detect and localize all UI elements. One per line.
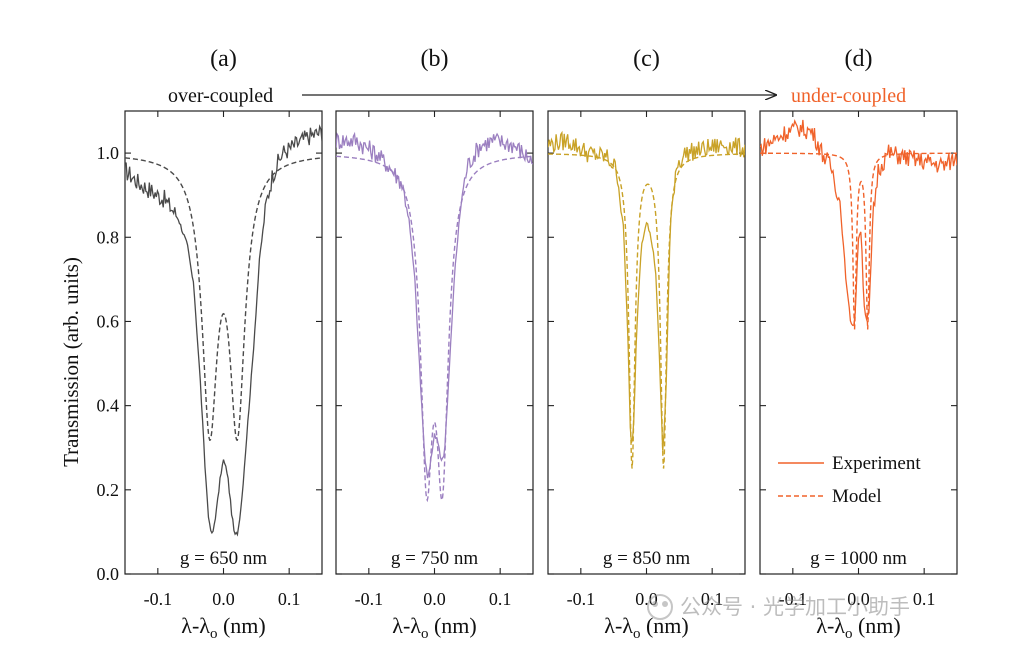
panels: 0.0 0.2 0.4 0.6 0.8 1.0 -0.1 0.0 0.1 (a) g = 650 n… — [97, 46, 958, 642]
under-coupled-label: under-coupled — [791, 85, 906, 107]
model-line — [760, 152, 957, 330]
x-tick-label: 0.1 — [278, 589, 301, 609]
panel-frame — [547, 110, 746, 575]
panel-a: 0.0 0.2 0.4 0.6 0.8 1.0 -0.1 0.0 0.1 (a) g = 650 n… — [97, 46, 323, 642]
model-line — [125, 157, 322, 441]
x-tick-label: 0.0 — [212, 589, 235, 609]
panel-frame — [124, 110, 323, 575]
x-tick-label: 0.0 — [847, 589, 870, 609]
gap-annotation: g = 650 nm — [180, 548, 267, 569]
experiment-line — [548, 130, 745, 451]
y-tick-label: 0.8 — [97, 227, 120, 247]
y-tick-label: 0.6 — [97, 311, 120, 331]
experiment-line — [125, 124, 322, 537]
experiment-line — [336, 131, 533, 479]
watermark-text: 公众号 · 光学加工小助手 — [680, 595, 910, 619]
watermark: 公众号 · 光学加工小助手 — [647, 594, 910, 620]
gap-annotation: g = 1000 nm — [810, 548, 907, 569]
x-tick-label: -0.1 — [355, 589, 384, 609]
panel-label: (b) — [421, 46, 449, 72]
model-line — [336, 155, 533, 503]
gap-annotation: g = 750 nm — [391, 548, 478, 569]
legend-experiment-label: Experiment — [832, 453, 921, 474]
y-tick-label: 0.4 — [97, 396, 120, 416]
panel-label: (d) — [845, 46, 873, 72]
over-coupled-label: over-coupled — [168, 85, 273, 107]
legend-model-label: Model — [832, 486, 882, 507]
x-tick-label: -0.1 — [567, 589, 596, 609]
y-tick-label: 0.2 — [97, 480, 120, 500]
panel-d: -0.1 0.0 0.1 (d) g = 1000 nm λ-λo (nm) — [759, 46, 958, 642]
x-axis-label: λ-λo (nm) — [604, 613, 688, 642]
model-line — [548, 153, 745, 469]
x-tick-label: 0.1 — [489, 589, 512, 609]
x-tick-label: -0.1 — [144, 589, 173, 609]
x-tick-label: 0.1 — [913, 589, 936, 609]
experiment-line — [760, 118, 957, 327]
gap-annotation: g = 850 nm — [603, 548, 690, 569]
watermark-logo-icon — [647, 594, 673, 620]
y-axis-label: Transmission (arb. units) — [59, 257, 83, 467]
y-tick-label: 1.0 — [97, 143, 120, 163]
x-axis-label: λ-λo (nm) — [181, 613, 265, 642]
panel-label: (c) — [633, 46, 660, 72]
panel-frame — [335, 110, 534, 575]
panel-c: -0.1 0.0 0.1(c)g = 850 nmλ-λo (nm) — [547, 46, 746, 642]
x-axis-label: λ-λo (nm) — [392, 613, 476, 642]
x-tick-label: 0.0 — [423, 589, 446, 609]
panel-label: (a) — [210, 46, 237, 72]
x-tick-label: 0.1 — [701, 589, 724, 609]
panel-b: -0.1 0.0 0.1 (b) g = 750 nm λ-λo (nm) — [335, 46, 534, 642]
y-tick-label: 0.0 — [97, 564, 120, 584]
legend: Experiment Model — [778, 453, 921, 507]
x-tick-label: -0.1 — [779, 589, 808, 609]
x-axis-label: λ-λo (nm) — [816, 613, 900, 642]
